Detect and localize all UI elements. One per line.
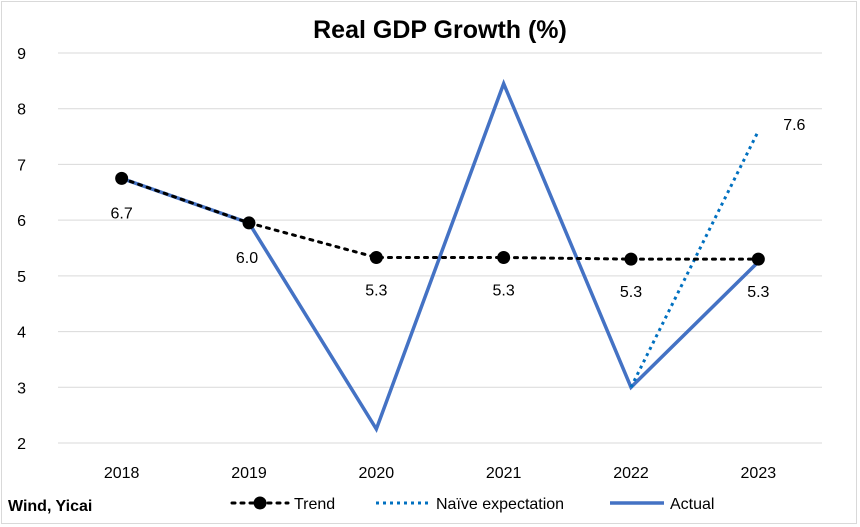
trend-data-label: 5.3 bbox=[747, 284, 769, 301]
trend-marker-2020 bbox=[369, 250, 383, 264]
x-tick-label: 2019 bbox=[231, 465, 267, 482]
gridlines bbox=[58, 52, 822, 444]
y-tick-label: 9 bbox=[17, 46, 26, 63]
x-tick-label: 2020 bbox=[359, 465, 395, 482]
x-axis: 2018 2019 2020 2021 2022 2023 bbox=[104, 465, 776, 482]
y-tick-label: 6 bbox=[17, 213, 26, 230]
y-tick-label: 3 bbox=[17, 380, 26, 397]
trend-marker-2022 bbox=[624, 252, 638, 266]
trend-data-label: 5.3 bbox=[493, 282, 515, 299]
trend-line bbox=[120, 176, 760, 261]
y-tick-label: 4 bbox=[17, 325, 26, 342]
legend-trend-label: Trend bbox=[294, 496, 335, 513]
trend-marker-2021 bbox=[497, 250, 511, 264]
x-tick-label: 2023 bbox=[741, 465, 777, 482]
chart-title: Real GDP Growth (%) bbox=[313, 16, 567, 44]
y-tick-label: 2 bbox=[17, 436, 26, 453]
x-tick-label: 2018 bbox=[104, 465, 140, 482]
data-labels: 6.7 6.0 5.3 5.3 5.3 5.3 7.6 bbox=[111, 117, 806, 301]
trend-marker-2018 bbox=[115, 171, 129, 185]
trend-marker-2019 bbox=[242, 216, 256, 230]
series-naive-expectation bbox=[629, 130, 760, 388]
trend-marker-2023 bbox=[751, 252, 765, 266]
series-actual bbox=[121, 78, 760, 434]
trend-data-label: 6.7 bbox=[111, 205, 133, 222]
y-tick-label: 7 bbox=[17, 157, 26, 174]
y-tick-label: 8 bbox=[17, 102, 26, 119]
trend-data-label: 5.3 bbox=[365, 282, 387, 299]
trend-data-label: 5.3 bbox=[620, 284, 642, 301]
legend-actual-label: Actual bbox=[670, 496, 714, 513]
x-tick-label: 2022 bbox=[613, 465, 649, 482]
legend: Trend Naïve expectation Actual bbox=[230, 496, 714, 513]
series-trend bbox=[115, 171, 765, 266]
x-tick-label: 2021 bbox=[486, 465, 522, 482]
y-axis: 2 3 4 5 6 7 8 9 bbox=[17, 46, 26, 453]
naive-data-label: 7.6 bbox=[783, 117, 805, 134]
source-note: Wind, Yicai bbox=[8, 498, 92, 515]
legend-naive-label: Naïve expectation bbox=[436, 496, 564, 513]
y-tick-label: 5 bbox=[17, 269, 26, 286]
trend-data-label: 6.0 bbox=[236, 250, 258, 267]
legend-trend-marker bbox=[253, 496, 267, 510]
naive-expectation-line bbox=[629, 130, 760, 388]
actual-line bbox=[121, 78, 760, 434]
